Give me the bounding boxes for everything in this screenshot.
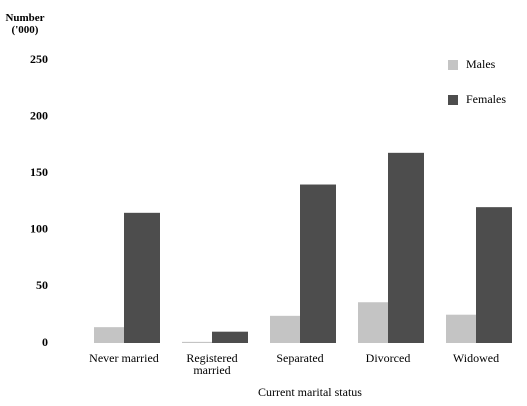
x-axis-label: Current marital status [258,385,362,399]
legend-label: Females [466,92,506,106]
x-tick-label: Never married [89,351,159,365]
bar [476,207,512,343]
bar [358,302,388,343]
x-tick-label: Divorced [365,351,411,365]
y-tick-label: 200 [30,108,48,122]
bar [388,152,424,343]
y-tick-label: 0 [42,335,48,349]
y-tick-label: 100 [30,222,48,236]
bar [270,315,300,343]
x-tick-label: Registered married [186,351,238,377]
bar [300,184,336,343]
legend-marker [448,60,458,70]
y-tick-label: 150 [30,165,48,179]
legend-label: Males [466,57,496,71]
bar [182,341,212,343]
y-tick-label: 250 [30,52,48,66]
bar [446,314,476,343]
bar [94,327,124,343]
legend-marker [448,95,458,105]
y-axis-label: Number ('000) [5,12,45,36]
bar [212,331,248,343]
x-tick-label: Widowed [452,351,500,365]
x-tick-label: Separated [276,351,324,365]
y-tick-label: 50 [36,278,48,292]
bar [124,212,160,343]
